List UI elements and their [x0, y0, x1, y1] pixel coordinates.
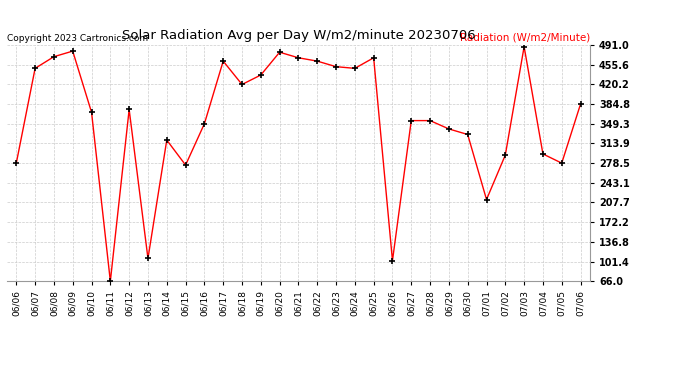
- Text: Radiation (W/m2/Minute): Radiation (W/m2/Minute): [460, 33, 590, 43]
- Text: Copyright 2023 Cartronics.com: Copyright 2023 Cartronics.com: [8, 34, 148, 43]
- Title: Solar Radiation Avg per Day W/m2/minute 20230706: Solar Radiation Avg per Day W/m2/minute …: [121, 30, 475, 42]
